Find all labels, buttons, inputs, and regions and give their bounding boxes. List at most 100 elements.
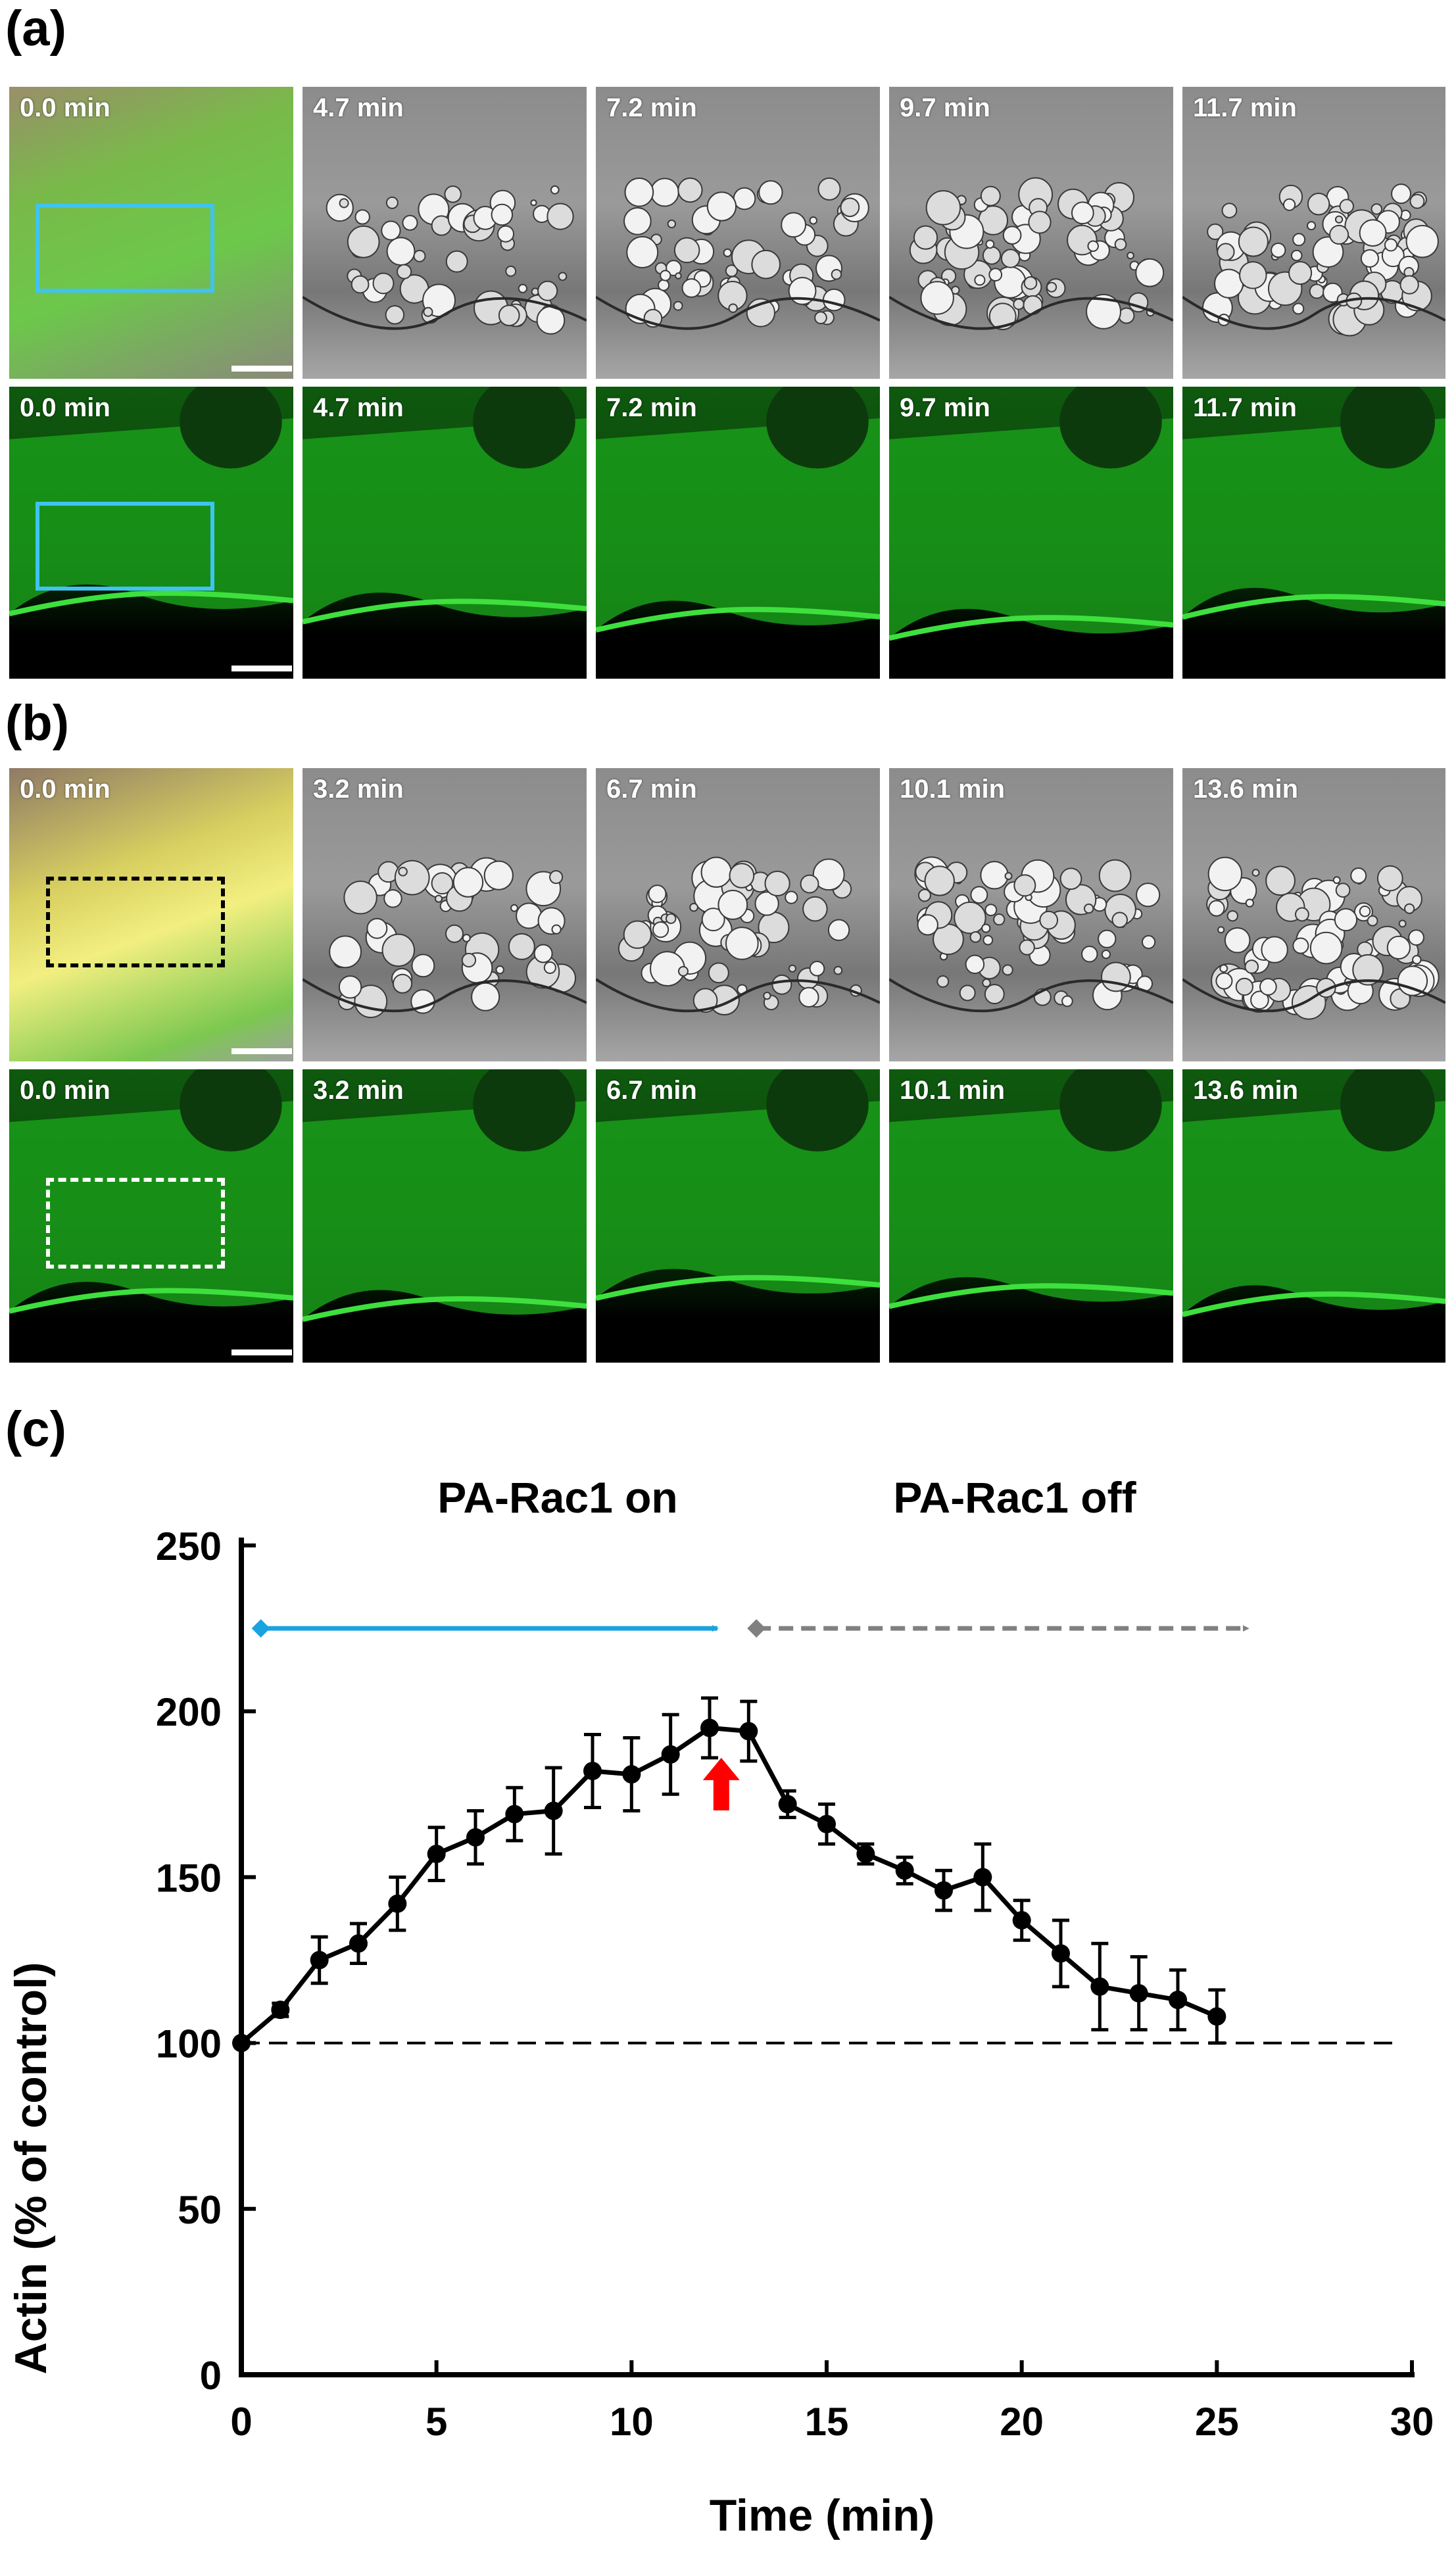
data-point	[1169, 1991, 1187, 2010]
y-tick-label: 50	[178, 2188, 222, 2232]
x-tick-label: 10	[610, 2400, 654, 2444]
region-of-interest-box	[46, 877, 225, 967]
data-point	[427, 1845, 446, 1864]
cell-texture	[1182, 856, 1445, 1020]
data-point	[544, 1801, 563, 1820]
micrograph-panel: 10.1 min	[889, 768, 1173, 1061]
micrograph-panel: 0.0 min	[9, 387, 293, 679]
scale-bar	[231, 666, 292, 671]
cell-texture	[596, 856, 880, 1016]
timestamp-label: 11.7 min	[1193, 93, 1297, 122]
cell-texture	[596, 177, 880, 330]
data-point	[778, 1795, 797, 1814]
timestamp-label: 7.2 min	[606, 93, 697, 122]
data-point	[622, 1765, 641, 1784]
pa-rac1-on-label: PA-Rac1 on	[437, 1473, 678, 1522]
actin-line-chart: 0 50 100 150 200 250 0 5 10 15 20 25 30 Actin (% of …	[6, 1473, 1434, 2540]
data-point	[1129, 1983, 1148, 2003]
micrograph-panel: 7.2 min	[596, 87, 880, 379]
timestamp-label: 0.0 min	[20, 93, 110, 122]
scale-bar	[231, 1048, 292, 1054]
timestamp-label: 0.0 min	[20, 393, 110, 422]
data-point	[1207, 2007, 1226, 2026]
timestamp-label: 0.0 min	[20, 775, 110, 804]
x-tick-label: 25	[1195, 2400, 1239, 2444]
timestamp-label: 6.7 min	[606, 775, 697, 804]
data-point	[1012, 1910, 1031, 1930]
cell-texture	[303, 185, 587, 335]
data-point	[661, 1745, 680, 1764]
scale-bar	[231, 366, 292, 372]
micrograph-panel: 7.2 min	[596, 387, 880, 679]
micrograph-panel: 0.0 min	[9, 87, 293, 379]
x-axis-label: Time (min)	[710, 2490, 935, 2540]
pa-rac1-off-start-marker	[747, 1619, 766, 1638]
data-point	[817, 1814, 836, 1833]
micrograph-panel: 3.2 min	[303, 768, 587, 1061]
x-tick-label: 0	[230, 2400, 252, 2444]
data-point	[856, 1845, 875, 1864]
y-tick-label: 0	[200, 2354, 222, 2398]
cell-texture	[1182, 183, 1445, 337]
x-tick-label: 30	[1390, 2400, 1434, 2444]
micrograph-panel: 6.7 min	[596, 768, 880, 1061]
cell-texture	[596, 1069, 880, 1301]
cell-texture	[889, 856, 1173, 1013]
y-tick-label: 150	[156, 1856, 222, 1900]
data-point	[700, 1718, 719, 1737]
data-point	[271, 2001, 290, 2020]
micrograph-panel: 10.1 min	[889, 1069, 1173, 1363]
y-axis-label: Actin (% of control)	[6, 1962, 56, 2374]
timestamp-label: 4.7 min	[313, 393, 404, 422]
y-tick-label: 100	[156, 2022, 222, 2066]
region-of-interest-box	[36, 204, 214, 293]
timestamp-label: 0.0 min	[20, 1076, 110, 1105]
cell-texture	[303, 1069, 587, 1323]
cell-texture	[303, 857, 587, 1019]
micrograph-panel: 4.7 min	[303, 87, 587, 379]
data-point	[232, 2033, 251, 2052]
data-point	[739, 1722, 758, 1741]
micrograph-panel: 3.2 min	[303, 1069, 587, 1363]
micrograph-panel: 0.0 min	[9, 1069, 293, 1363]
timestamp-label: 6.7 min	[606, 1076, 697, 1105]
x-tick-label: 20	[1000, 2400, 1044, 2444]
data-point	[583, 1761, 602, 1780]
panel-label-c: (c)	[5, 1401, 66, 1457]
micrograph-panel: 13.6 min	[1182, 1069, 1445, 1363]
y-tick-label: 250	[156, 1524, 222, 1568]
micrograph-panel: 11.7 min	[1182, 387, 1445, 679]
data-point	[505, 1805, 524, 1824]
pa-rac1-off-label: PA-Rac1 off	[893, 1473, 1136, 1522]
x-tick-label: 5	[425, 2400, 447, 2444]
timestamp-label: 13.6 min	[1193, 775, 1299, 804]
timestamp-label: 13.6 min	[1193, 1076, 1299, 1105]
timestamp-label: 3.2 min	[313, 1076, 404, 1105]
cell-texture	[889, 177, 1173, 331]
cell-texture	[303, 387, 587, 625]
data-point	[895, 1861, 914, 1880]
data-point	[310, 1951, 329, 1970]
micrograph-panel: 13.6 min	[1182, 768, 1445, 1061]
micrograph-row-b-fluorescence: 0.0 min 3.2 min 6.7 min 10.1 min 13.6 min	[9, 1069, 1445, 1363]
data-point	[466, 1828, 485, 1847]
timestamp-label: 11.7 min	[1193, 393, 1297, 422]
timestamp-label: 10.1 min	[900, 1076, 1006, 1105]
timestamp-label: 3.2 min	[313, 775, 404, 804]
timestamp-label: 10.1 min	[900, 775, 1006, 804]
x-tick-label: 15	[805, 2400, 849, 2444]
data-point	[349, 1934, 368, 1953]
data-point	[1052, 1944, 1070, 1963]
micrograph-row-b-phase: 0.0 min 3.2 min 6.7 min 10.1 min 13.6 min	[9, 768, 1445, 1061]
region-of-interest-box	[36, 502, 214, 591]
micrograph-panel: 4.7 min	[303, 387, 587, 679]
timestamp-label: 9.7 min	[900, 393, 990, 422]
data-point	[934, 1881, 953, 1900]
micrograph-row-a-fluorescence: 0.0 min 4.7 min 7.2 min 9.7 min 11.7 min	[9, 387, 1445, 679]
pa-rac1-on-start-marker	[251, 1619, 270, 1638]
micrograph-panel: 6.7 min	[596, 1069, 880, 1363]
panel-label-a: (a)	[5, 1, 66, 57]
cell-texture	[9, 387, 293, 617]
data-point	[973, 1868, 992, 1887]
cell-texture	[1182, 1069, 1445, 1317]
